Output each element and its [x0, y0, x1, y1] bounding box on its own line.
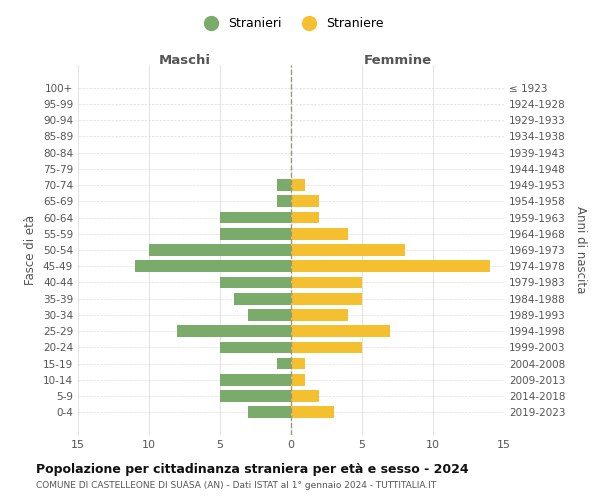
Y-axis label: Anni di nascita: Anni di nascita — [574, 206, 587, 294]
Text: Femmine: Femmine — [364, 54, 431, 66]
Legend: Stranieri, Straniere: Stranieri, Straniere — [193, 12, 389, 35]
Bar — [291, 244, 404, 256]
Bar — [178, 326, 291, 337]
Bar — [291, 179, 305, 191]
Bar — [135, 260, 291, 272]
Bar — [234, 293, 291, 304]
Bar — [277, 196, 291, 207]
Bar — [248, 406, 291, 418]
Bar — [220, 212, 291, 224]
Bar — [220, 374, 291, 386]
Bar — [291, 228, 348, 239]
Bar — [220, 276, 291, 288]
Bar — [220, 390, 291, 402]
Bar — [291, 374, 305, 386]
Bar — [277, 179, 291, 191]
Bar — [291, 342, 362, 353]
Bar — [291, 326, 391, 337]
Bar — [291, 260, 490, 272]
Y-axis label: Fasce di età: Fasce di età — [25, 215, 37, 285]
Bar — [291, 406, 334, 418]
Bar — [291, 196, 319, 207]
Bar — [291, 212, 319, 224]
Bar — [248, 309, 291, 321]
Bar — [220, 228, 291, 239]
Bar — [291, 276, 362, 288]
Bar — [277, 358, 291, 370]
Bar — [291, 390, 319, 402]
Text: Maschi: Maschi — [158, 54, 211, 66]
Text: Popolazione per cittadinanza straniera per età e sesso - 2024: Popolazione per cittadinanza straniera p… — [36, 462, 469, 475]
Bar — [291, 309, 348, 321]
Text: COMUNE DI CASTELLEONE DI SUASA (AN) - Dati ISTAT al 1° gennaio 2024 - TUTTITALIA: COMUNE DI CASTELLEONE DI SUASA (AN) - Da… — [36, 481, 436, 490]
Bar — [291, 358, 305, 370]
Bar — [149, 244, 291, 256]
Bar — [220, 342, 291, 353]
Bar — [291, 293, 362, 304]
